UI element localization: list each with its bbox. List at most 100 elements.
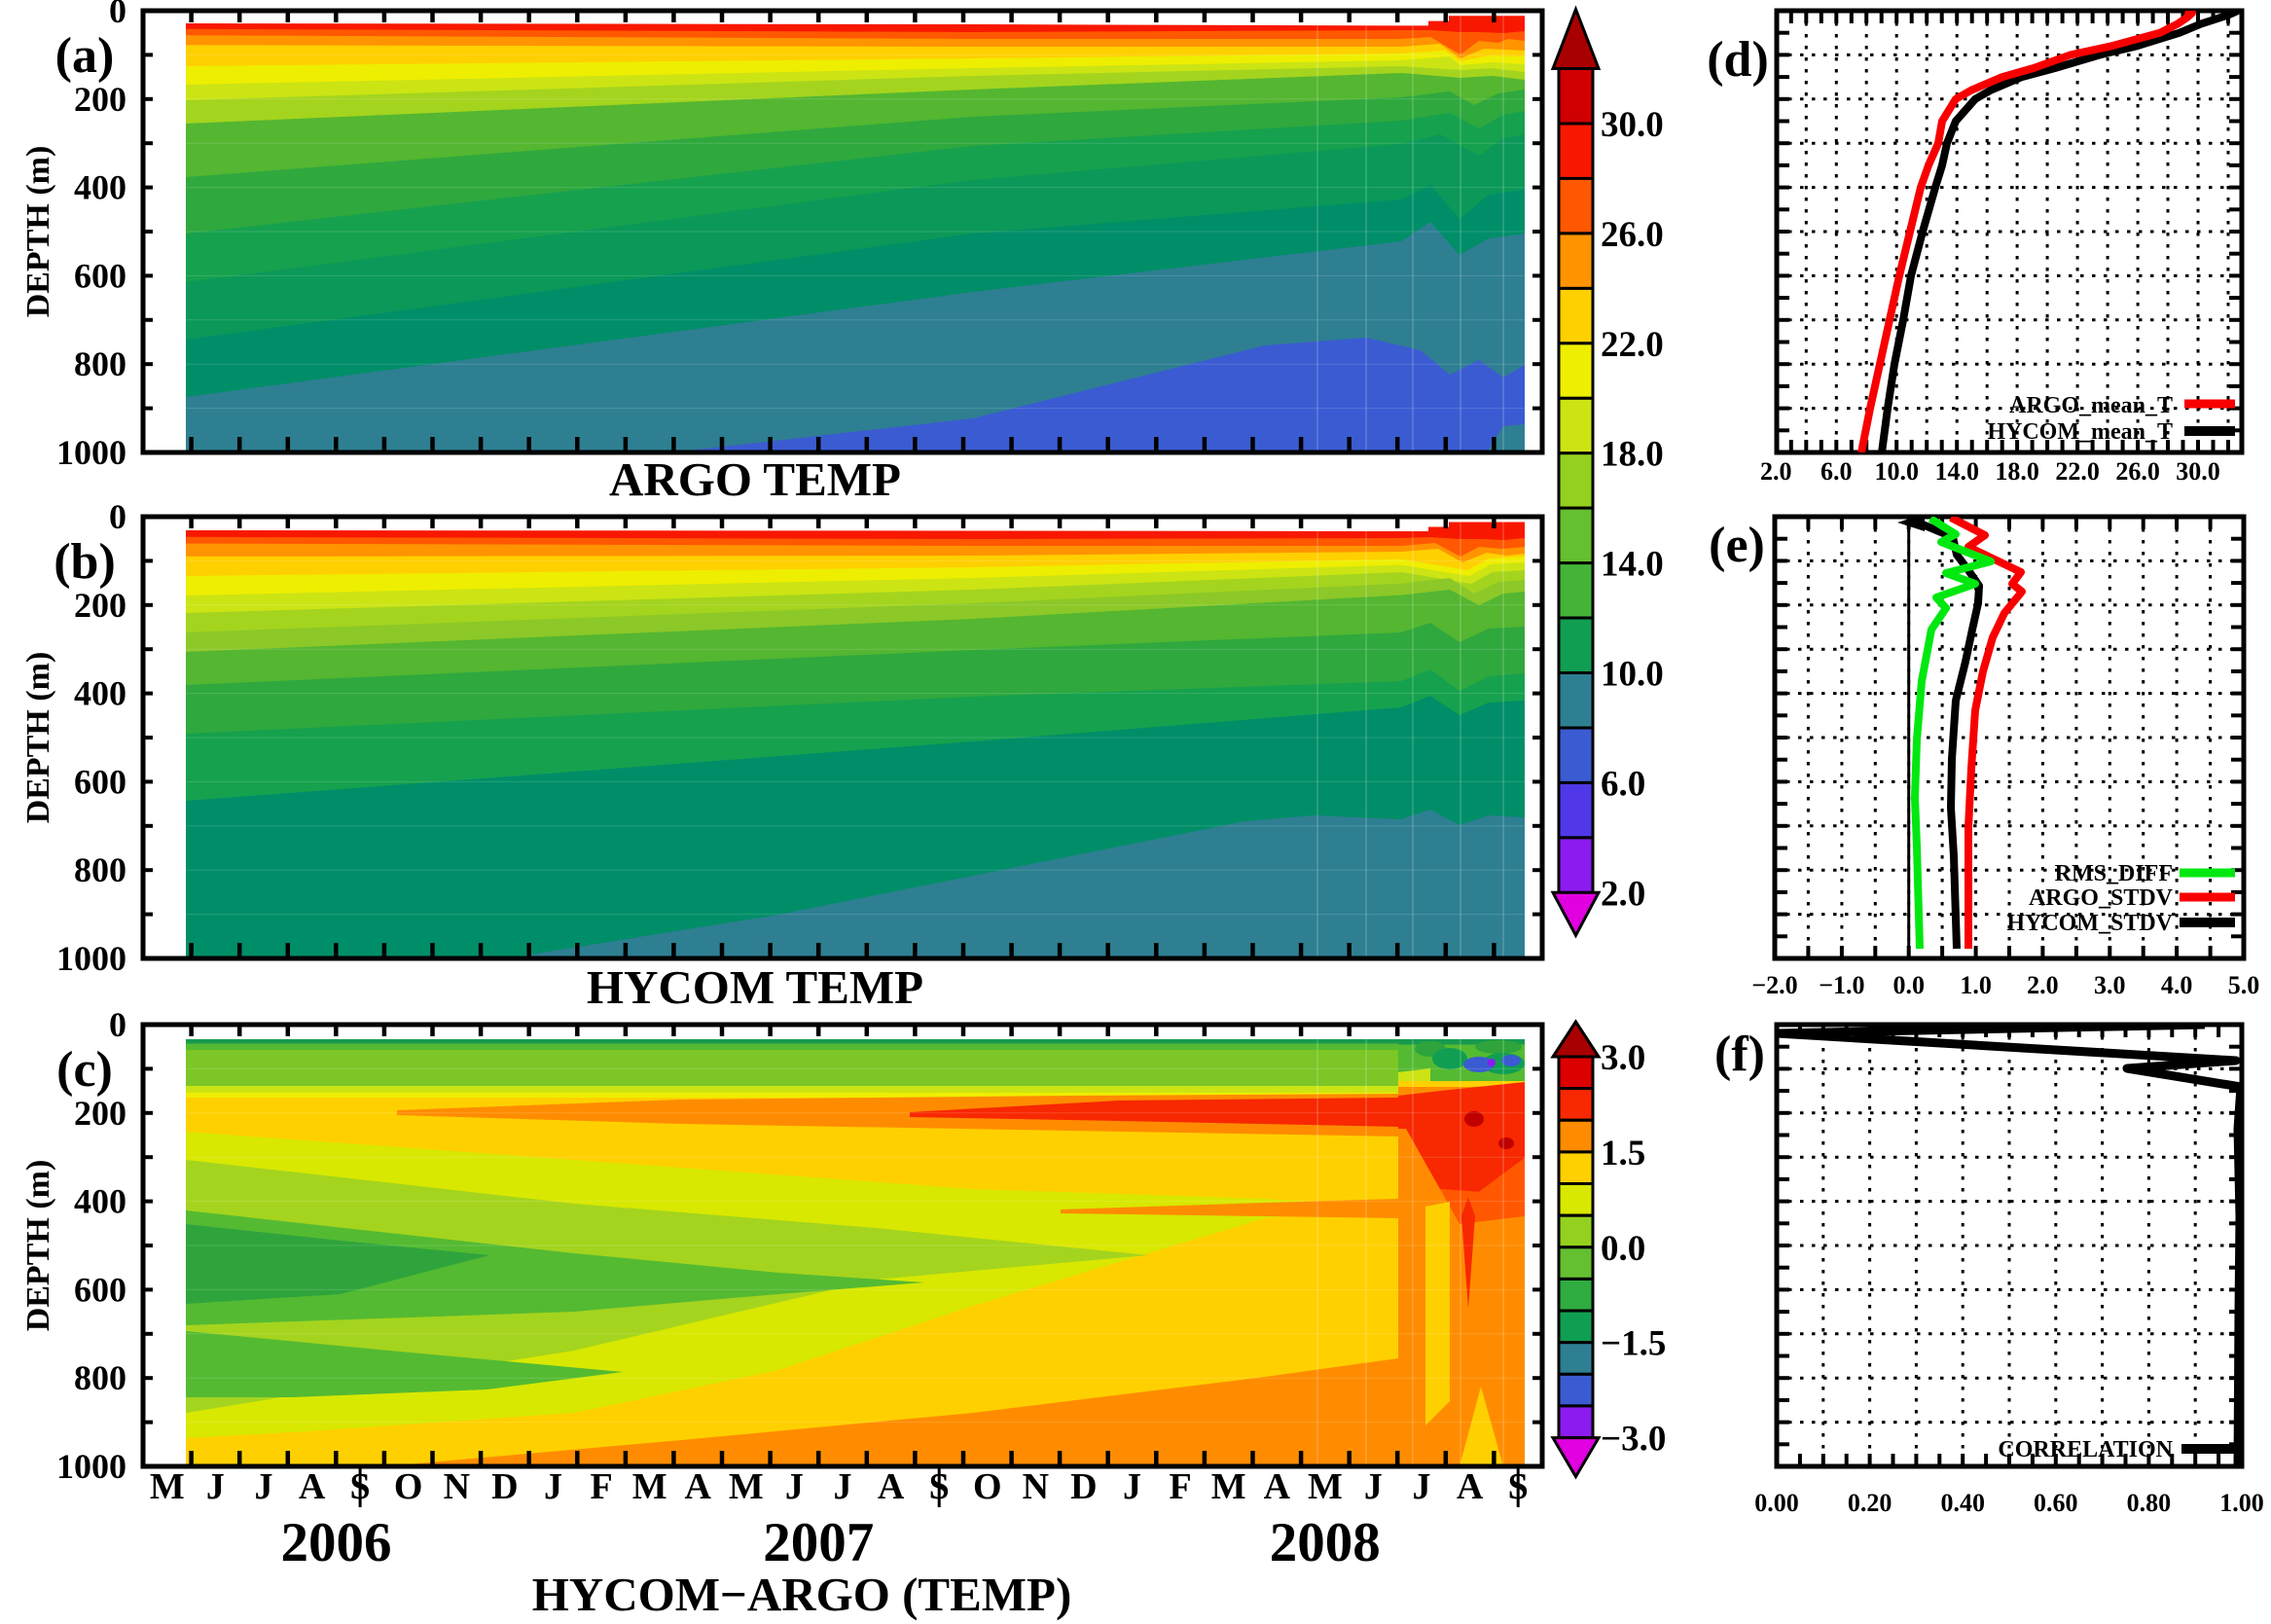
svg-text:ARGO_mean_T: ARGO_mean_T [2009,393,2173,418]
svg-text:10.0: 10.0 [1601,655,1664,695]
svg-text:−1.5: −1.5 [1601,1324,1666,1364]
svg-text:26.0: 26.0 [2115,457,2160,486]
svg-text:D: D [1070,1466,1097,1507]
svg-text:N: N [1023,1466,1049,1507]
svg-text:ARGO TEMP: ARGO TEMP [609,452,901,506]
svg-text:10.0: 10.0 [1874,457,1919,486]
svg-text:(c): (c) [56,1042,113,1098]
svg-text:A: A [878,1466,905,1507]
svg-text:D: D [491,1466,518,1507]
svg-text:2.0: 2.0 [2027,971,2059,999]
svg-text:6.0: 6.0 [1820,457,1853,486]
svg-text:2.0: 2.0 [1601,874,1645,914]
svg-text:0.20: 0.20 [1848,1489,1892,1517]
svg-text:N: N [444,1466,470,1507]
svg-text:A: A [684,1466,711,1507]
svg-text:A: A [1264,1466,1291,1507]
svg-text:O: O [973,1466,1002,1507]
svg-text:−1.0: −1.0 [1819,971,1864,999]
svg-text:22.0: 22.0 [1601,325,1664,365]
svg-text:1000: 1000 [56,433,126,472]
svg-text:3.0: 3.0 [2094,971,2126,999]
svg-text:ARGO_STDV: ARGO_STDV [2029,885,2174,911]
svg-text:2.0: 2.0 [1760,457,1792,486]
svg-text:DEPTH (m): DEPTH (m) [20,1160,56,1332]
svg-text:M: M [729,1466,764,1507]
svg-text:0.40: 0.40 [1940,1489,1985,1517]
svg-text:200: 200 [74,80,126,119]
svg-text:800: 800 [74,1358,126,1397]
svg-text:200: 200 [74,586,126,625]
svg-text:(e): (e) [1709,518,1765,573]
svg-text:0: 0 [109,1005,126,1044]
svg-text:DEPTH (m): DEPTH (m) [20,146,56,318]
svg-text:400: 400 [74,674,126,713]
svg-text:18.0: 18.0 [1995,457,2039,486]
svg-text:J: J [1364,1466,1383,1507]
svg-text:800: 800 [74,850,126,889]
svg-text:(b): (b) [54,534,116,590]
svg-text:6.0: 6.0 [1601,764,1645,804]
svg-text:1.5: 1.5 [1601,1134,1645,1173]
svg-text:S: S [1508,1466,1529,1507]
svg-text:0: 0 [109,497,126,536]
svg-text:F: F [590,1466,612,1507]
svg-text:(a): (a) [55,28,115,84]
svg-text:22.0: 22.0 [2055,457,2100,486]
svg-text:HYCOM_mean_T: HYCOM_mean_T [1987,419,2173,445]
svg-text:18.0: 18.0 [1601,435,1664,475]
svg-text:200: 200 [74,1094,126,1133]
svg-text:1000: 1000 [56,1447,126,1486]
svg-text:O: O [394,1466,423,1507]
svg-text:800: 800 [74,344,126,383]
svg-text:S: S [350,1466,371,1507]
svg-text:A: A [299,1466,326,1507]
svg-text:4.0: 4.0 [2161,971,2193,999]
svg-text:−3.0: −3.0 [1601,1420,1666,1460]
svg-text:HYCOM−ARGO (TEMP): HYCOM−ARGO (TEMP) [532,1568,1072,1621]
svg-text:26.0: 26.0 [1601,215,1664,255]
svg-text:0: 0 [109,0,126,30]
svg-text:2006: 2006 [281,1512,392,1573]
svg-text:600: 600 [74,256,126,295]
svg-text:0.0: 0.0 [1601,1229,1645,1269]
svg-text:RMS_DIFF: RMS_DIFF [2055,861,2173,886]
svg-text:DEPTH (m): DEPTH (m) [20,652,56,824]
svg-text:1.0: 1.0 [1960,971,1992,999]
svg-text:J: J [834,1466,852,1507]
svg-text:S: S [929,1466,950,1507]
svg-text:400: 400 [74,1182,126,1221]
svg-text:0.0: 0.0 [1892,971,1925,999]
svg-text:J: J [1413,1466,1431,1507]
svg-text:J: J [1123,1466,1141,1507]
svg-text:600: 600 [74,1270,126,1309]
svg-text:CORRELATION: CORRELATION [1998,1437,2173,1462]
svg-text:A: A [1457,1466,1484,1507]
svg-text:HYCOM_STDV: HYCOM_STDV [2006,911,2173,936]
svg-text:J: J [785,1466,804,1507]
svg-text:(d): (d) [1707,32,1769,88]
svg-text:M: M [1308,1466,1343,1507]
svg-text:M: M [632,1466,667,1507]
svg-text:14.0: 14.0 [1601,545,1664,585]
svg-text:3.0: 3.0 [1601,1038,1645,1078]
svg-text:J: J [255,1466,273,1507]
svg-text:M: M [150,1466,185,1507]
svg-text:0.60: 0.60 [2034,1489,2078,1517]
svg-text:600: 600 [74,762,126,801]
svg-text:5.0: 5.0 [2228,971,2260,999]
svg-text:30.0: 30.0 [1601,105,1664,145]
svg-text:1000: 1000 [56,939,126,978]
svg-text:−2.0: −2.0 [1751,971,1797,999]
svg-text:30.0: 30.0 [2176,457,2220,486]
svg-text:J: J [544,1466,562,1507]
svg-text:F: F [1169,1466,1191,1507]
svg-text:2008: 2008 [1270,1512,1381,1573]
svg-text:14.0: 14.0 [1934,457,1979,486]
svg-text:2007: 2007 [763,1512,874,1573]
svg-text:0.00: 0.00 [1754,1489,1799,1517]
svg-text:0.80: 0.80 [2127,1489,2172,1517]
svg-text:HYCOM TEMP: HYCOM TEMP [587,960,923,1014]
svg-text:(f): (f) [1714,1027,1765,1082]
svg-text:400: 400 [74,168,126,207]
